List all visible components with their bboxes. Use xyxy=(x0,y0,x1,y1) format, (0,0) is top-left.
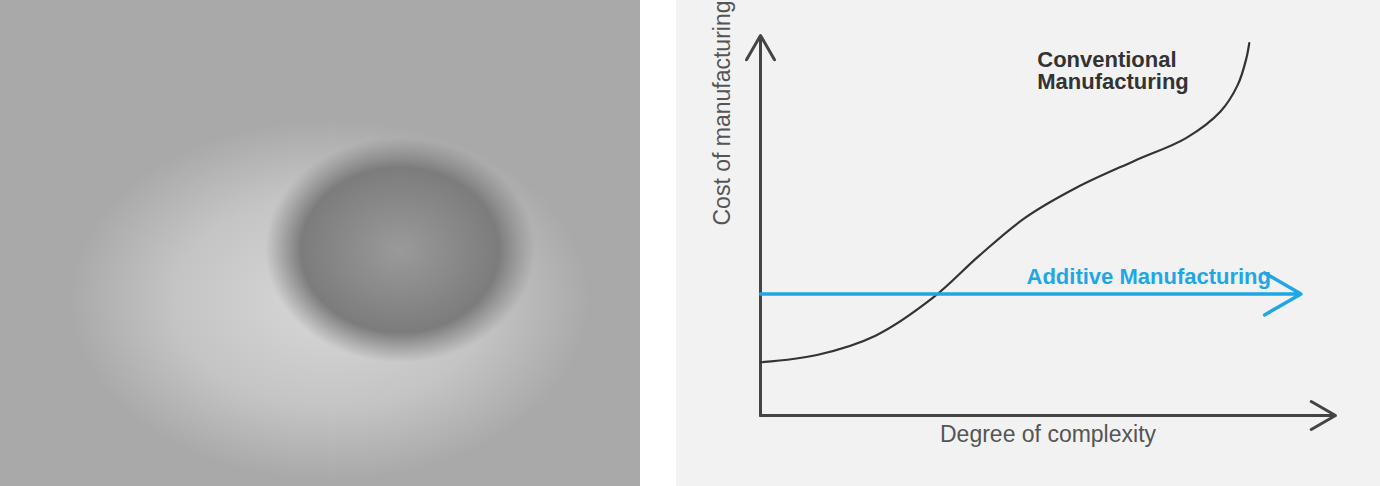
svg-text:ConventionalManufacturing: ConventionalManufacturing xyxy=(1037,47,1189,94)
svg-text:Cost of manufacturing: Cost of manufacturing xyxy=(709,0,735,225)
svg-text:Degree of complexity: Degree of complexity xyxy=(940,421,1157,447)
svg-text:Additive Manufacturing: Additive Manufacturing xyxy=(1027,264,1271,289)
